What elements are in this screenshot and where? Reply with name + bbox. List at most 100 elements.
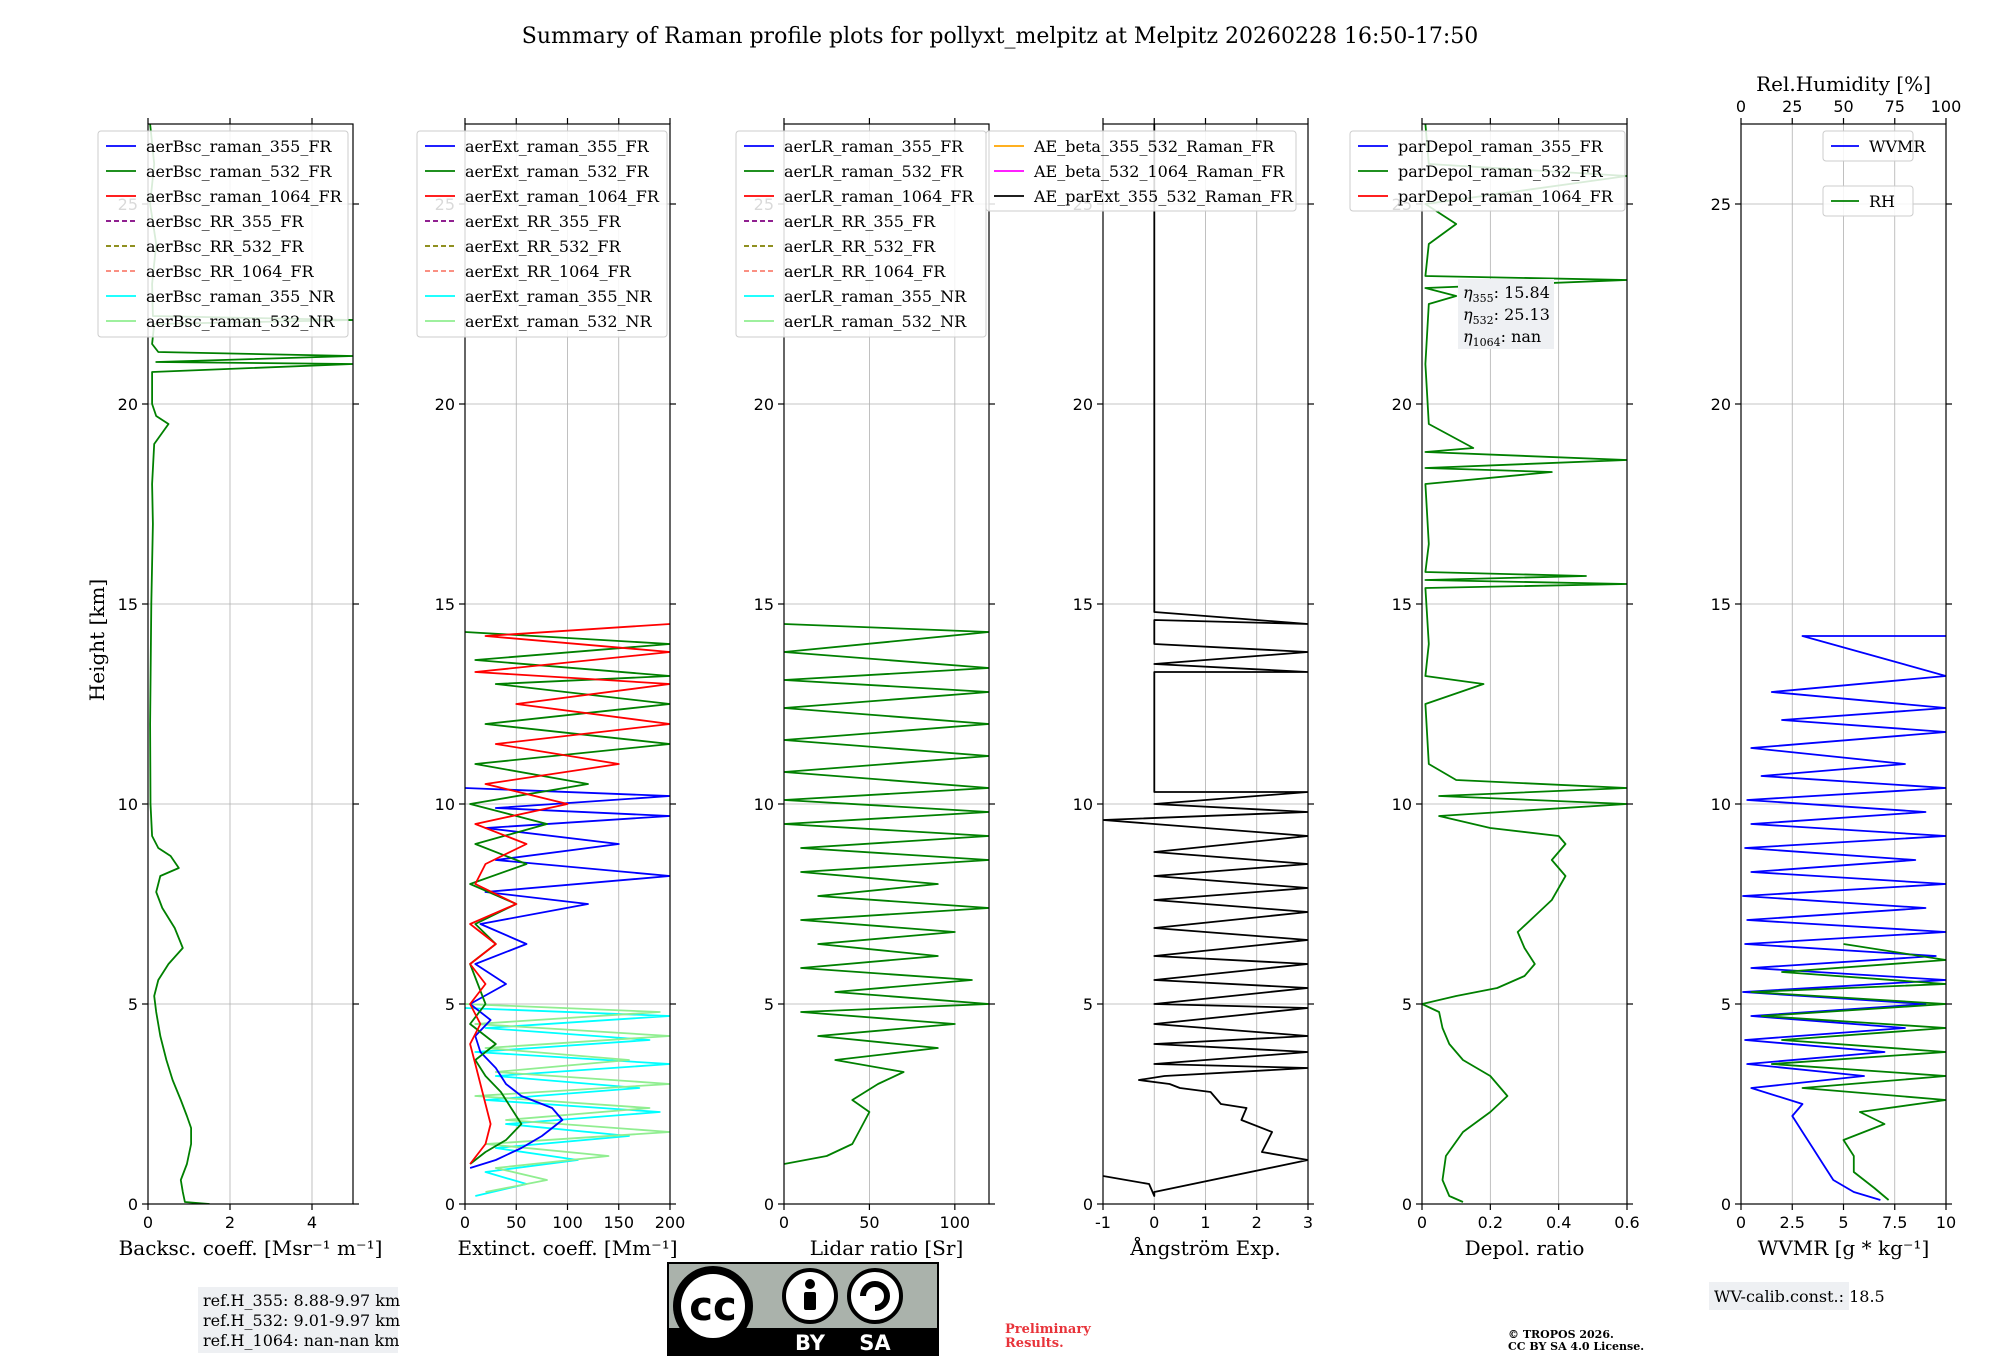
cc-logo-text: cc — [689, 1284, 736, 1330]
series-line-aerLR_raman_532_FR — [784, 623, 989, 1165]
x-tick-label: 100 — [940, 1213, 971, 1232]
y-tick-label: 15 — [754, 595, 774, 614]
legend-label: aerLR_RR_355_FR — [784, 212, 936, 231]
series-line-aerExt_raman_1064_FR — [469, 623, 670, 1165]
legend-label: aerExt_raman_532_NR — [465, 312, 653, 331]
legend-label: aerLR_RR_1064_FR — [784, 262, 946, 281]
y-tick-label: 0 — [1721, 1195, 1731, 1214]
legend-label: aerExt_RR_1064_FR — [465, 262, 632, 281]
x-tick-label: 0 — [460, 1213, 470, 1232]
panel-lr: 0501000510152025Lidar ratio [Sr]aerLR_ra… — [735, 118, 995, 1260]
y-tick-label: 15 — [118, 595, 138, 614]
legend-label: aerBsc_raman_355_NR — [146, 287, 335, 306]
legend-label: aerExt_RR_355_FR — [465, 212, 622, 231]
y-tick-label: 20 — [118, 395, 138, 414]
y-tick-label: 20 — [754, 395, 774, 414]
series-line-WVMR — [1742, 635, 1946, 1201]
legend-frame — [1822, 130, 1914, 162]
eta-value: : 25.13 — [1494, 305, 1550, 324]
legend-label: aerBsc_raman_355_FR — [146, 137, 332, 156]
legend-label: aerLR_RR_532_FR — [784, 237, 936, 256]
y-tick-label: 10 — [118, 795, 138, 814]
y-tick-label: 20 — [1711, 395, 1731, 414]
eta-box — [1458, 279, 1554, 349]
axes-frame — [783, 123, 990, 1205]
y-tick-label: 5 — [1402, 995, 1412, 1014]
y-tick-label: 0 — [128, 1195, 138, 1214]
legend-label: aerBsc_raman_532_NR — [146, 312, 335, 331]
legend-label: aerExt_RR_532_FR — [465, 237, 622, 256]
top-axis-label: Rel.Humidity [%] — [1756, 72, 1931, 96]
x-axis-label: Lidar ratio [Sr] — [810, 1236, 964, 1260]
eta-symbol: η — [1463, 283, 1473, 302]
x-tick-label: 0.4 — [1546, 1213, 1571, 1232]
sa-arrow-icon — [860, 1281, 890, 1311]
series-line-aerExt_raman_355_NR — [465, 1007, 670, 1197]
legend-label: RH — [1869, 192, 1895, 211]
ref-height-line: ref.H_532: 9.01-9.97 km — [203, 1311, 400, 1330]
top-tick-label: 25 — [1782, 97, 1802, 116]
legend-label: aerBsc_RR_532_FR — [146, 237, 304, 256]
y-tick-label: 0 — [445, 1195, 455, 1214]
x-tick-label: 1 — [1200, 1213, 1210, 1232]
copyright-line-2: CC BY SA 4.0 License. — [1508, 1340, 1644, 1353]
x-tick-label: 4 — [307, 1213, 317, 1232]
panel-depol: 00.20.40.60510152025Depol. ratioparDepol… — [1349, 118, 1640, 1260]
legend-label: aerLR_raman_1064_FR — [784, 187, 974, 206]
eta-subscript: 355 — [1473, 292, 1494, 305]
y-axis-label: Height [km] — [85, 579, 109, 701]
legend-wv: WVMR RH — [1822, 130, 1926, 217]
legend-ae: AE_beta_355_532_Raman_FR AE_beta_532_1064… — [985, 130, 1297, 212]
prelim-line-1: Preliminary — [1005, 1322, 1091, 1337]
cc-inner-icon — [681, 1274, 745, 1338]
x-tick-label: -1 — [1095, 1213, 1111, 1232]
by-body-icon — [804, 1292, 816, 1310]
legend-label: WVMR — [1869, 137, 1926, 156]
by-head-icon — [805, 1279, 815, 1289]
legend-frame — [1349, 130, 1626, 212]
prelim-line-2: Results. — [1005, 1336, 1064, 1351]
legend-label: aerBsc_raman_1064_FR — [146, 187, 343, 206]
series-group — [465, 623, 670, 1197]
y-tick-label: 10 — [1073, 795, 1093, 814]
series-group — [784, 623, 989, 1165]
wv-calib-box — [1709, 1282, 1849, 1310]
legend-label: AE_beta_532_1064_Raman_FR — [1033, 162, 1285, 181]
y-tick-label: 0 — [1083, 1195, 1093, 1214]
legend-frame — [735, 130, 987, 338]
copyright-line-1: © TROPOS 2026. — [1508, 1328, 1614, 1341]
y-tick-label: 20 — [1392, 395, 1412, 414]
eta-symbol: η — [1463, 327, 1473, 346]
panel-ae: -101230510152025Ångström Exp.AE_beta_355… — [985, 118, 1314, 1260]
series-line-parDepol_raman_532_FR — [1422, 124, 1627, 1203]
eta-line: η532: 25.13 — [1463, 305, 1550, 327]
y-tick-label: 15 — [1392, 595, 1412, 614]
y-tick-label: 15 — [435, 595, 455, 614]
legend-label: parDepol_raman_532_FR — [1398, 162, 1604, 181]
legend-depol: parDepol_raman_355_FR parDepol_raman_532_… — [1349, 130, 1626, 212]
x-tick-label: 0 — [779, 1213, 789, 1232]
axes-frame — [147, 123, 354, 1205]
legend-label: AE_beta_355_532_Raman_FR — [1033, 137, 1275, 156]
series-line-RH — [1750, 943, 1946, 1201]
x-tick-label: 0 — [143, 1213, 153, 1232]
legend-label: aerExt_raman_355_FR — [465, 137, 650, 156]
y-tick-label: 5 — [764, 995, 774, 1014]
top-tick-label: 50 — [1833, 97, 1853, 116]
ref-height-box — [198, 1287, 398, 1353]
y-tick-label: 20 — [1073, 395, 1093, 414]
x-tick-label: 0.2 — [1478, 1213, 1503, 1232]
x-tick-label: 0 — [1736, 1213, 1746, 1232]
eta-subscript: 1064 — [1473, 336, 1501, 349]
eta-symbol: η — [1463, 305, 1473, 324]
x-tick-label: 2 — [225, 1213, 235, 1232]
eta-value: : nan — [1501, 327, 1542, 346]
x-axis-label: Ångström Exp. — [1129, 1235, 1280, 1260]
legend-label: aerExt_raman_355_NR — [465, 287, 653, 306]
legend-frame — [985, 130, 1297, 212]
eta-subscript: 532 — [1473, 314, 1494, 327]
x-tick-label: 50 — [506, 1213, 526, 1232]
x-tick-label: 0 — [1149, 1213, 1159, 1232]
x-tick-label: 0 — [1417, 1213, 1427, 1232]
ref-height-line: ref.H_355: 8.88-9.97 km — [203, 1291, 400, 1310]
